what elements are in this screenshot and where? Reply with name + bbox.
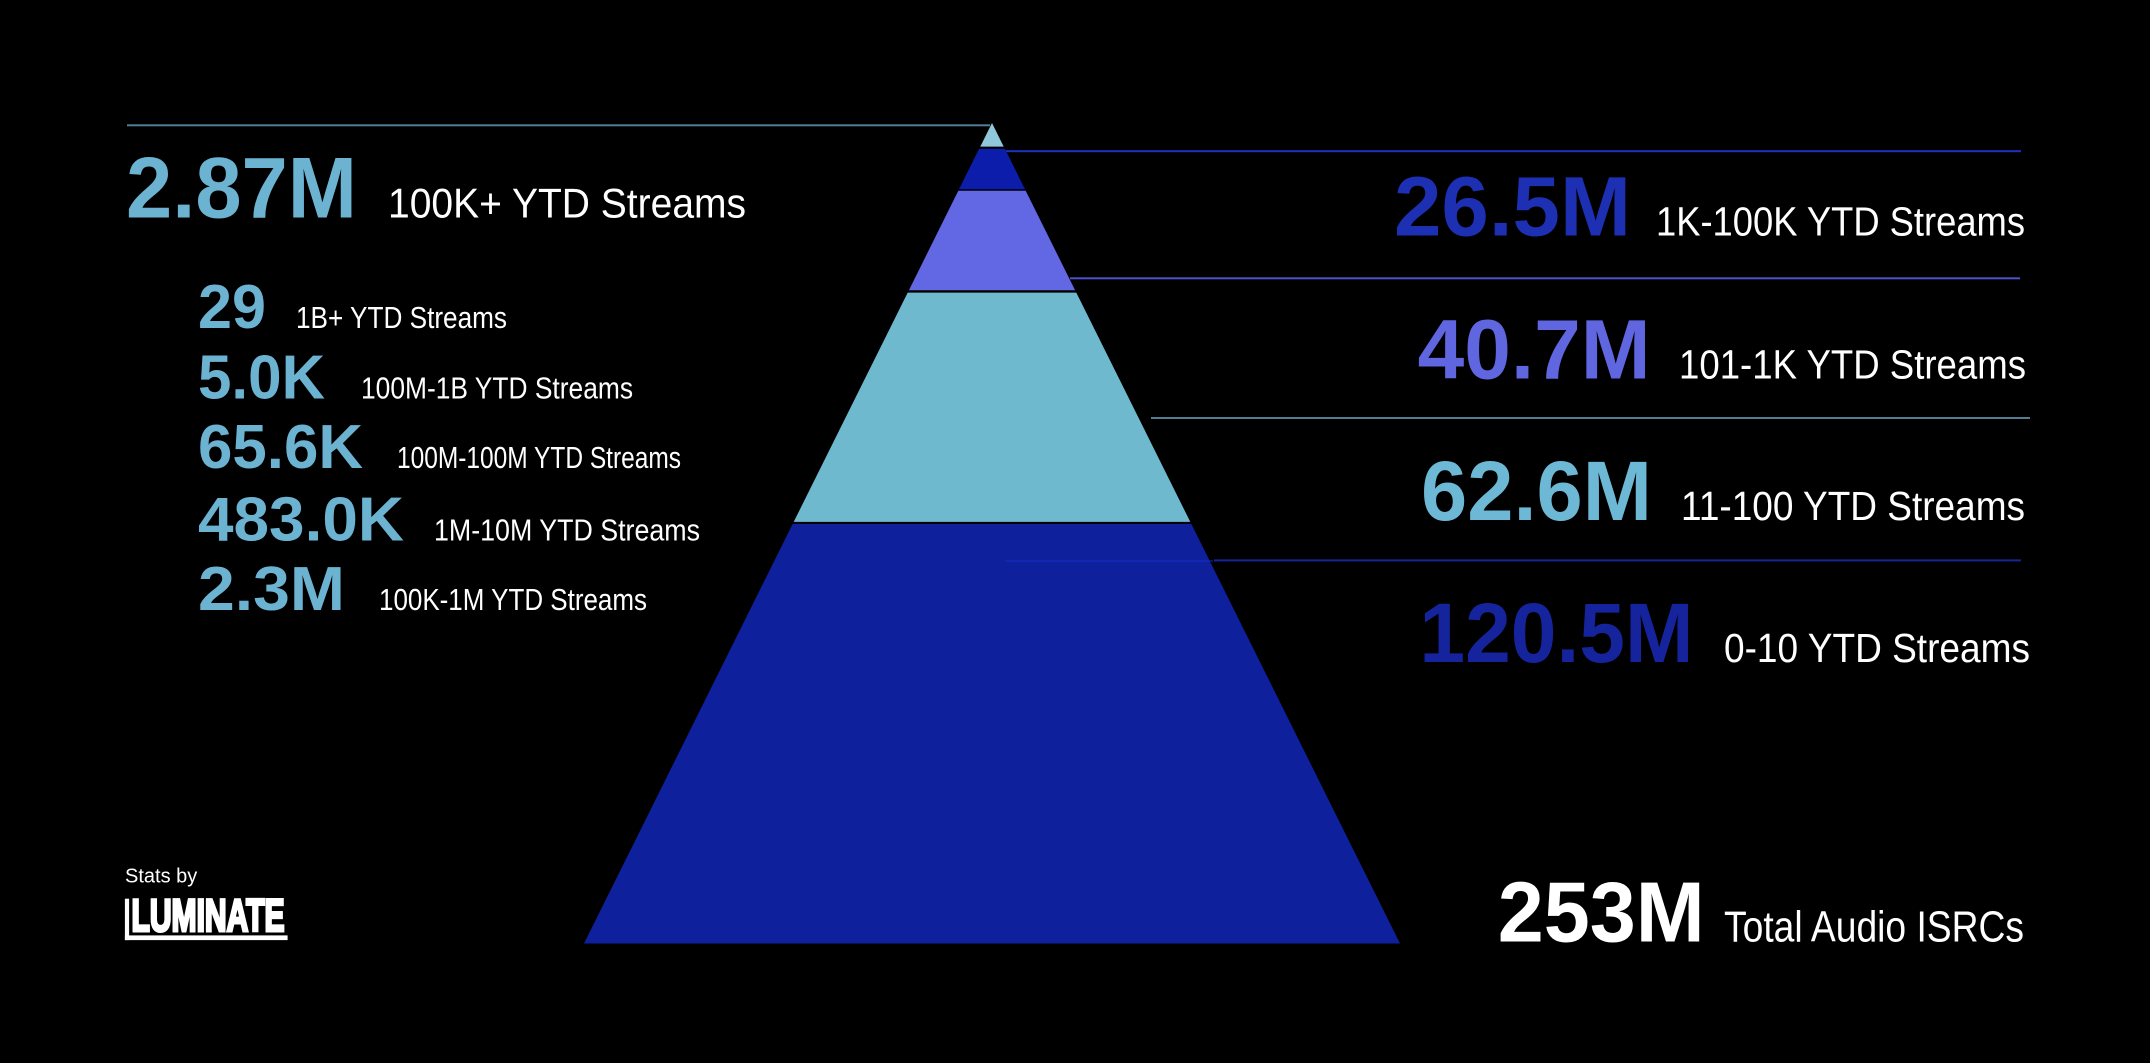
svg-text:Stats by: Stats by [125,865,197,887]
svg-text:40.7M: 40.7M [1418,303,1651,397]
svg-text:483.0K: 483.0K [198,486,404,555]
svg-text:65.6K: 65.6K [198,413,363,482]
svg-text:253M: 253M [1498,866,1705,961]
svg-text:5.0K: 5.0K [198,344,325,413]
svg-text:100M-1B YTD Streams: 100M-1B YTD Streams [361,371,633,406]
svg-text:62.6M: 62.6M [1421,444,1652,538]
svg-text:2.87M: 2.87M [126,140,357,236]
svg-text:26.5M: 26.5M [1394,160,1631,254]
svg-text:100M-100M YTD Streams: 100M-100M YTD Streams [397,440,681,475]
svg-text:101-1K YTD Streams: 101-1K YTD Streams [1679,342,2026,388]
svg-text:2.3M: 2.3M [198,555,345,624]
svg-text:1B+ YTD Streams: 1B+ YTD Streams [296,300,507,335]
svg-text:29: 29 [198,273,266,342]
svg-text:100K+ YTD Streams: 100K+ YTD Streams [388,179,746,226]
svg-text:Total Audio ISRCs: Total Audio ISRCs [1724,903,2024,952]
svg-text:100K-1M YTD Streams: 100K-1M YTD Streams [379,582,647,617]
svg-text:120.5M: 120.5M [1419,586,1693,680]
svg-text:1K-100K YTD Streams: 1K-100K YTD Streams [1656,199,2025,245]
svg-text:0-10 YTD Streams: 0-10 YTD Streams [1724,625,2030,671]
svg-text:1M-10M YTD Streams: 1M-10M YTD Streams [434,513,700,548]
svg-text:LUMINATE: LUMINATE [132,890,285,941]
svg-text:11-100 YTD Streams: 11-100 YTD Streams [1681,483,2025,529]
